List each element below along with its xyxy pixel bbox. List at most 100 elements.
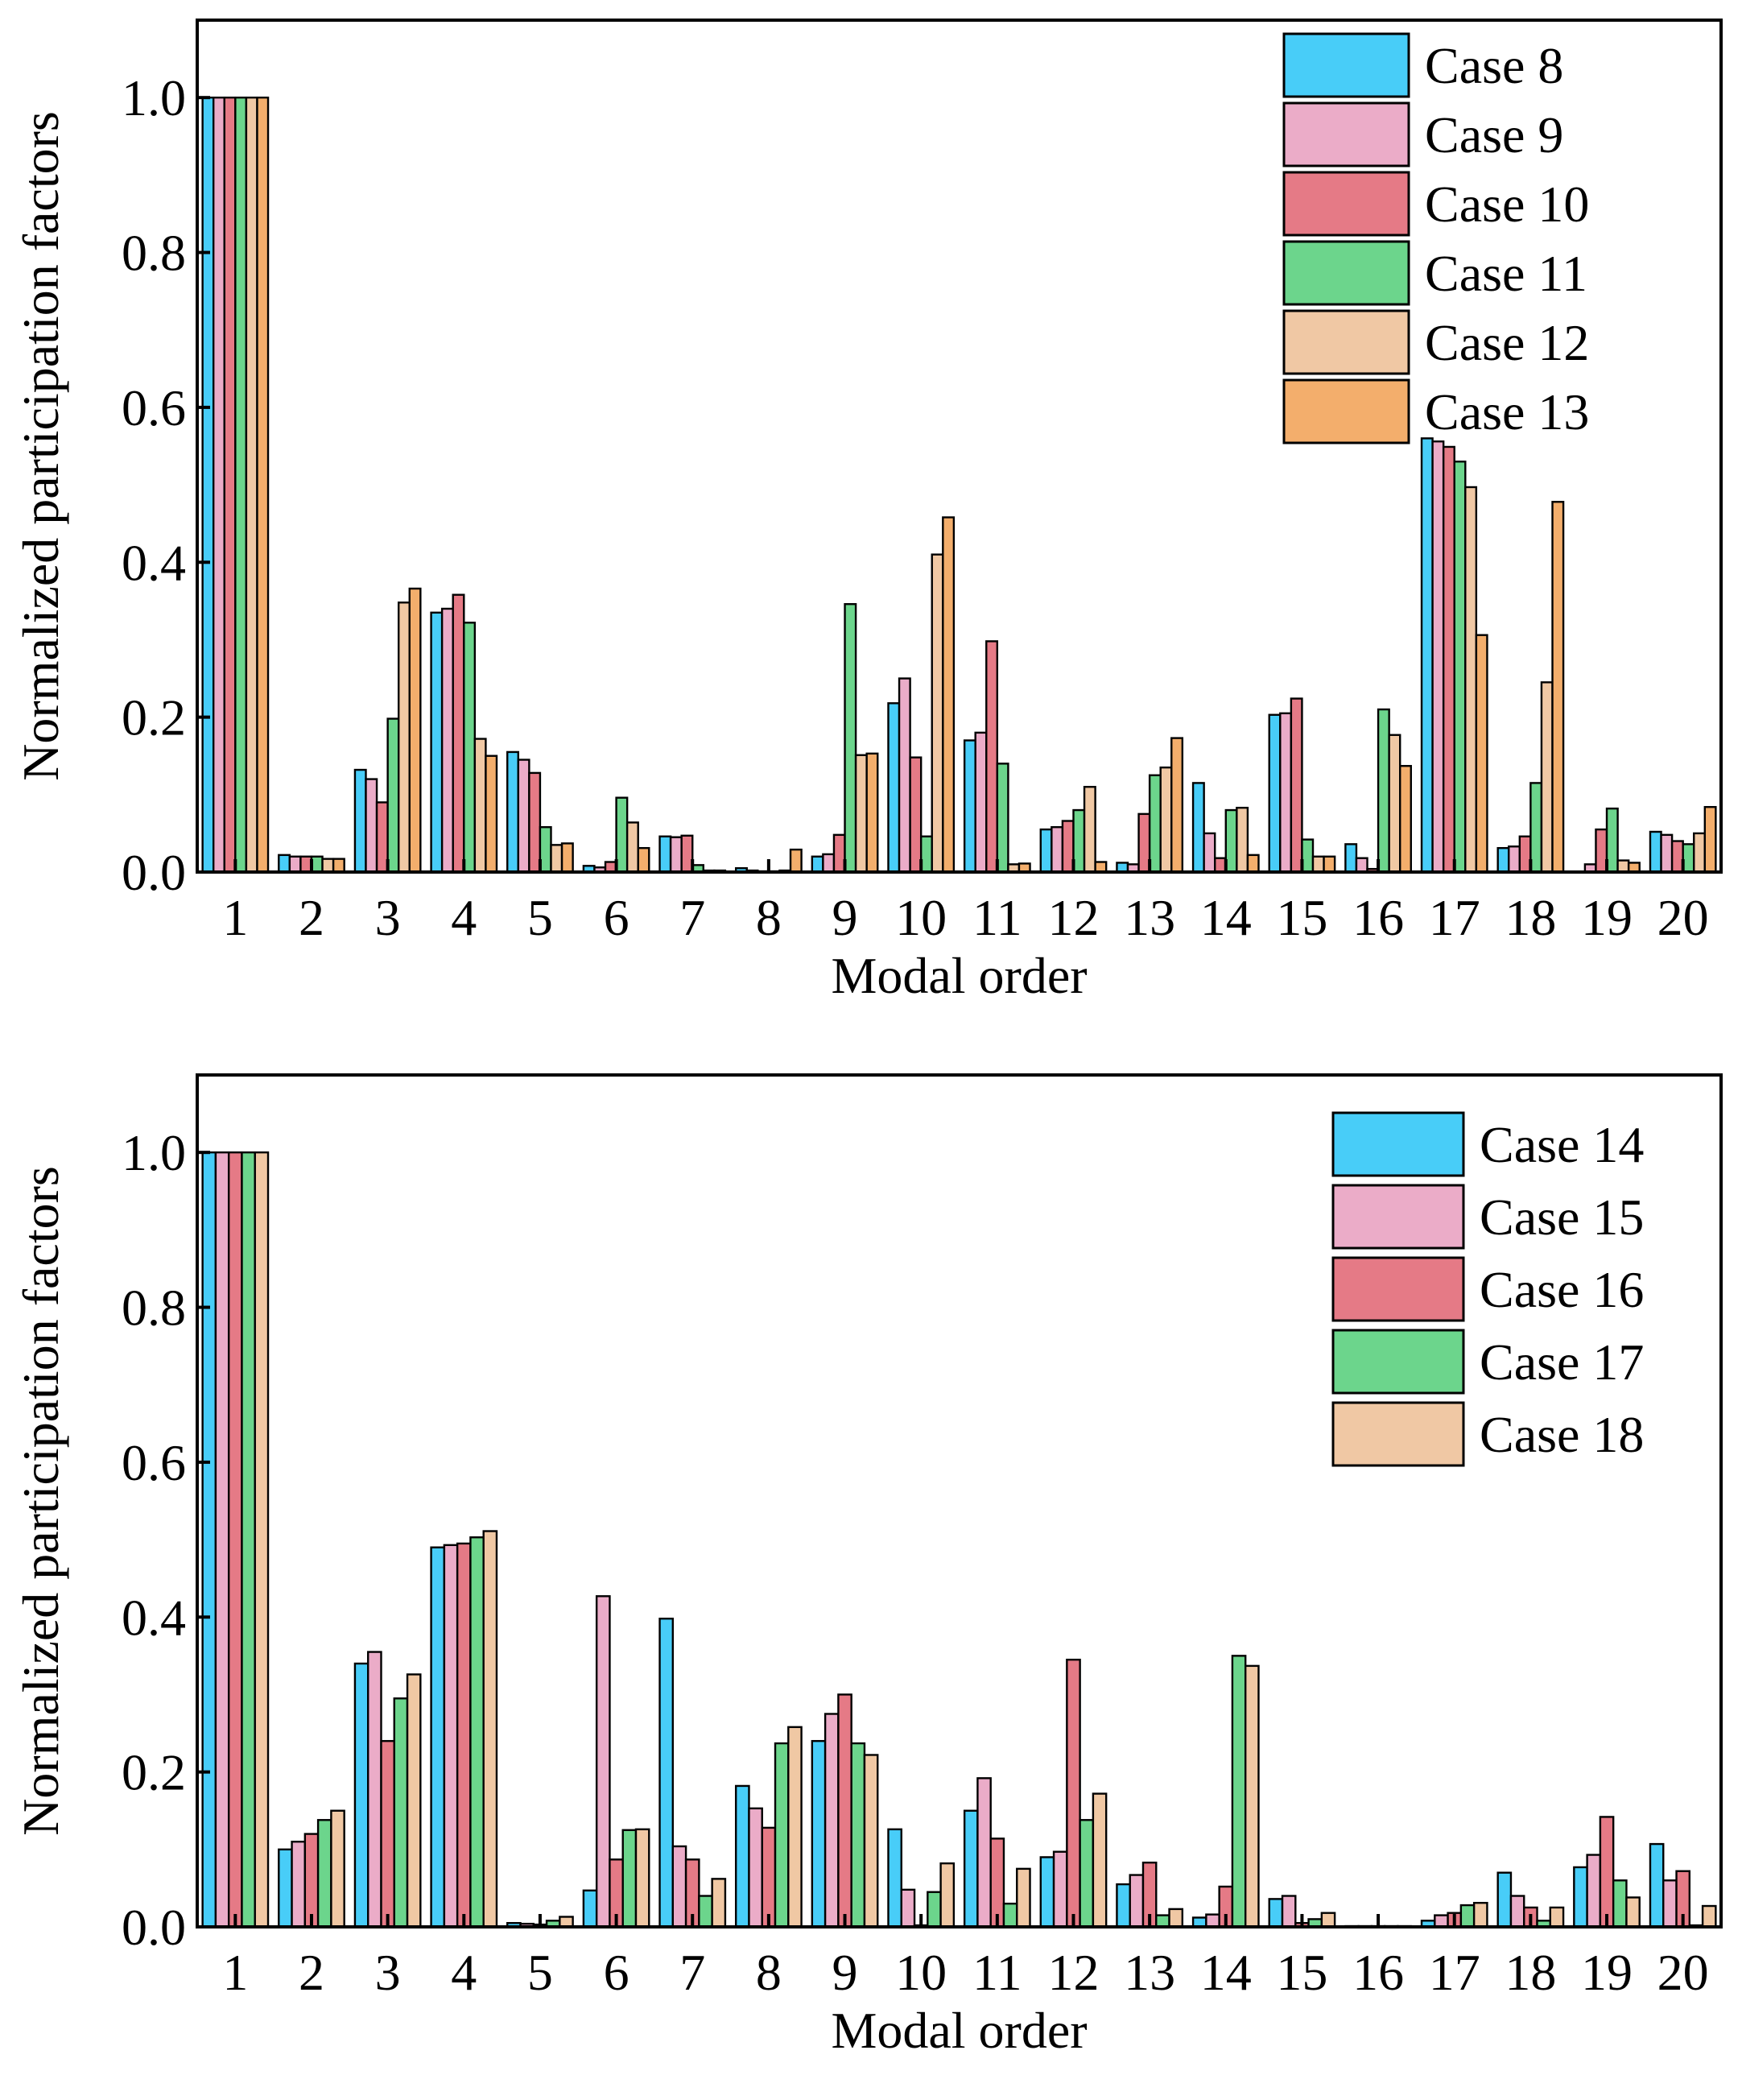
bar xyxy=(506,750,519,874)
x-tick-label: 12 xyxy=(1047,1944,1099,2001)
bar xyxy=(1191,782,1205,874)
bar xyxy=(1518,835,1532,874)
bar xyxy=(1344,843,1358,874)
x-tick-label: 3 xyxy=(375,889,401,946)
plot-frame xyxy=(196,19,1723,874)
bar xyxy=(1148,774,1162,874)
y-tick-label: 0.8 xyxy=(122,225,186,282)
bar xyxy=(1205,1913,1220,1928)
legend-swatch xyxy=(1282,378,1410,444)
bar xyxy=(1301,838,1315,874)
bar xyxy=(996,763,1009,874)
bar xyxy=(1549,1906,1565,1928)
bar xyxy=(1159,766,1173,874)
bar xyxy=(1434,1914,1449,1928)
bar xyxy=(1540,681,1554,874)
bar xyxy=(223,96,237,874)
legend-swatch xyxy=(1331,1256,1465,1322)
bar xyxy=(528,771,542,874)
bar xyxy=(621,1829,638,1928)
bar xyxy=(278,854,291,874)
bar xyxy=(214,1151,230,1928)
y-tick-label: 0.8 xyxy=(122,1279,186,1337)
bar xyxy=(854,754,868,874)
x-tick-label: 2 xyxy=(299,889,324,946)
bar xyxy=(671,1845,687,1928)
bar xyxy=(234,96,248,874)
bar xyxy=(1703,806,1717,874)
bar xyxy=(1129,1874,1145,1928)
bar xyxy=(375,801,389,874)
bar xyxy=(1693,832,1707,874)
bar xyxy=(321,858,335,874)
x-tick-label: 4 xyxy=(451,889,477,946)
bar xyxy=(393,1697,409,1928)
bar xyxy=(1170,737,1184,874)
bar xyxy=(430,1546,446,1928)
series-case-16 xyxy=(227,1151,1691,1928)
bar xyxy=(473,738,487,874)
bar xyxy=(1155,1914,1170,1928)
y-axis-label: Normalized participation factors xyxy=(12,111,69,781)
legend-swatch xyxy=(1282,309,1410,375)
bar xyxy=(1016,1867,1031,1928)
legend-label: Case 15 xyxy=(1480,1188,1644,1246)
bar xyxy=(669,836,683,874)
bar xyxy=(787,1726,803,1928)
bar xyxy=(256,96,270,874)
bar xyxy=(1670,840,1684,874)
bar xyxy=(927,1891,942,1928)
bar xyxy=(974,731,988,874)
bar xyxy=(227,1151,243,1928)
y-tick-label: 1.0 xyxy=(122,1124,186,1181)
bar xyxy=(1168,1908,1184,1928)
legend-label: Case 8 xyxy=(1425,37,1563,94)
bar xyxy=(1496,846,1510,874)
bar xyxy=(1649,830,1662,874)
bar xyxy=(485,754,498,874)
bar xyxy=(863,1754,879,1928)
bar xyxy=(1399,765,1412,874)
bar xyxy=(303,1833,320,1928)
bar xyxy=(330,1809,345,1928)
bar xyxy=(1236,806,1249,874)
bar xyxy=(1279,712,1293,874)
y-tick-label: 0.2 xyxy=(122,689,186,746)
bar xyxy=(1323,855,1336,874)
bar xyxy=(658,835,672,874)
bar xyxy=(909,756,923,874)
bar xyxy=(365,778,378,874)
y-tick-label: 0.2 xyxy=(122,1744,186,1801)
bar xyxy=(353,768,367,874)
bar xyxy=(291,1840,307,1928)
bar xyxy=(761,1826,777,1928)
bar xyxy=(1061,820,1075,874)
bar xyxy=(1002,1902,1018,1928)
bar xyxy=(1662,1879,1678,1928)
bar xyxy=(1551,501,1565,874)
x-tick-label: 9 xyxy=(832,889,858,946)
x-tick-label: 10 xyxy=(895,889,947,946)
bar xyxy=(1453,461,1467,874)
bar xyxy=(1246,854,1260,874)
x-tick-label: 16 xyxy=(1352,889,1404,946)
legend: Case 14 Case 15 Case 16 Case 17 Case 18 xyxy=(1331,1111,1644,1467)
x-tick-label: 1 xyxy=(222,1944,248,2001)
bar xyxy=(201,96,215,874)
x-tick-label: 19 xyxy=(1581,1944,1633,2001)
bar xyxy=(844,603,857,874)
bar xyxy=(976,1777,992,1928)
bar xyxy=(1051,826,1064,874)
bar xyxy=(406,1673,422,1928)
bar xyxy=(1039,1856,1055,1928)
bar xyxy=(440,607,454,874)
bar xyxy=(789,848,803,874)
series-case-17 xyxy=(241,1151,1704,1928)
legend-label: Case 10 xyxy=(1425,176,1589,233)
bar xyxy=(711,1878,727,1928)
x-tick-label: 11 xyxy=(972,1944,1022,2001)
x-tick-label: 4 xyxy=(451,1944,477,2001)
bar xyxy=(1475,634,1488,874)
bar xyxy=(1508,845,1521,874)
bar xyxy=(811,855,824,874)
